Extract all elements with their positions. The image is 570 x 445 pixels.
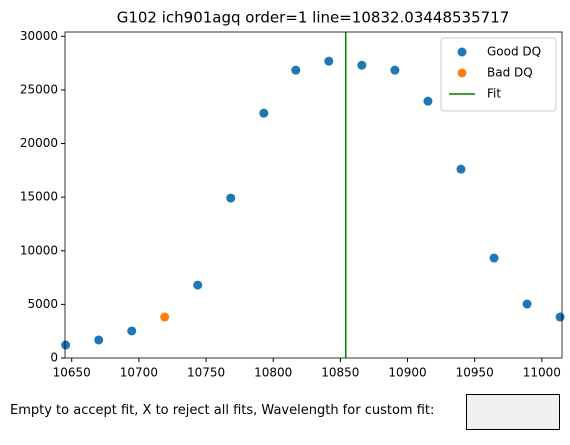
- point: [555, 312, 565, 322]
- x-tick-label: 10750: [187, 366, 225, 380]
- point: [423, 96, 433, 106]
- legend-label: Bad DQ: [487, 66, 533, 80]
- point: [456, 164, 466, 174]
- x-tick-label: 11000: [523, 366, 561, 380]
- x-tick-label: 10900: [388, 366, 426, 380]
- chart: G102 ich901agq order=1 line=10832.034485…: [20, 9, 565, 380]
- point: [61, 340, 71, 350]
- y-tick-label: 25000: [20, 82, 58, 96]
- legend-marker: [457, 47, 467, 57]
- legend-label: Fit: [487, 87, 501, 101]
- point: [193, 280, 203, 290]
- y-tick-label: 30000: [20, 29, 58, 43]
- y-tick-label: 20000: [20, 136, 58, 150]
- legend-box: [440, 37, 557, 112]
- point: [127, 326, 137, 336]
- x-tick-label: 10650: [53, 366, 91, 380]
- legend-label: Good DQ: [487, 45, 541, 59]
- legend-marker: [457, 68, 467, 78]
- y-tick-label: 10000: [20, 243, 58, 257]
- chart-title: G102 ich901agq order=1 line=10832.034485…: [117, 9, 510, 27]
- point: [94, 335, 104, 345]
- point: [160, 312, 170, 322]
- point: [390, 65, 400, 75]
- point: [291, 65, 301, 75]
- x-tick-label: 10850: [321, 366, 359, 380]
- point: [522, 299, 532, 309]
- prompt-label: Empty to accept fit, X to reject all fit…: [10, 403, 435, 418]
- y-tick-label: 15000: [20, 190, 58, 204]
- point: [259, 108, 269, 118]
- point: [324, 56, 334, 66]
- plot-frame: [64, 31, 563, 359]
- x-tick-label: 10950: [456, 366, 494, 380]
- y-tick-label: 0: [50, 351, 58, 365]
- point: [357, 60, 367, 70]
- x-tick-label: 10800: [254, 366, 292, 380]
- y-tick-label: 5000: [27, 297, 58, 311]
- point: [489, 253, 499, 263]
- point: [226, 193, 236, 203]
- x-tick-label: 10700: [120, 366, 158, 380]
- text-input[interactable]: [466, 394, 560, 430]
